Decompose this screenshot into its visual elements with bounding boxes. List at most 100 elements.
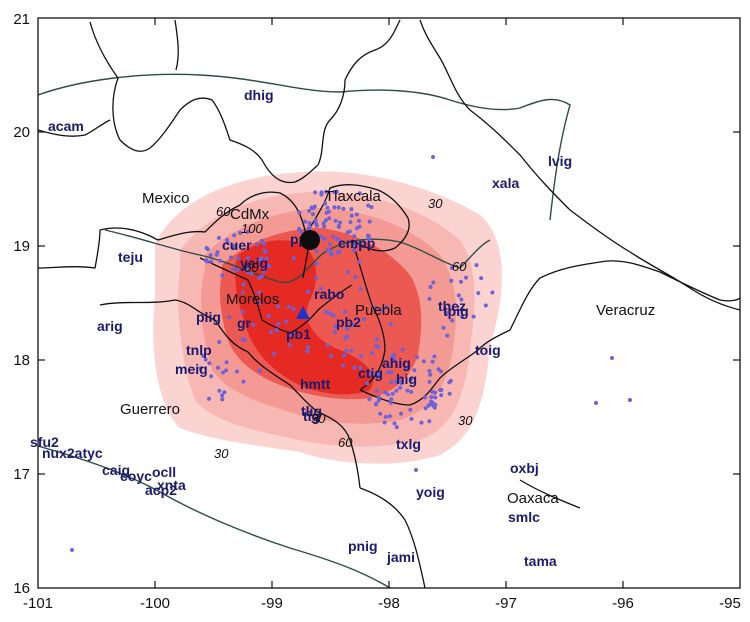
station-dot — [354, 226, 359, 231]
station-dot — [429, 395, 434, 400]
station-dot — [428, 372, 433, 377]
station-txlg: txlg — [396, 436, 421, 452]
station-dot — [447, 391, 452, 396]
station-dot — [319, 190, 324, 195]
station-dot — [235, 267, 240, 272]
y-tick-labels: 21 20 19 18 17 16 — [13, 11, 30, 597]
station-toig: toig — [475, 342, 501, 358]
station-dot — [476, 291, 481, 296]
x-tick-label: -95 — [719, 595, 741, 612]
station-dot — [307, 221, 312, 226]
y-tick-label: 18 — [13, 352, 30, 369]
station-dot — [345, 270, 350, 275]
station-cmpp: cmpp — [338, 235, 375, 251]
station-dot — [333, 218, 338, 223]
station-dot — [314, 249, 319, 254]
station-dot — [324, 189, 329, 194]
station-dot — [249, 271, 254, 276]
station-dot — [307, 225, 312, 230]
station-dot — [399, 411, 404, 416]
station-dot — [428, 285, 433, 289]
station-dot — [412, 368, 417, 373]
station-dot — [441, 325, 446, 330]
station-dot — [393, 379, 398, 384]
station-dot — [349, 213, 354, 218]
station-dot — [358, 286, 363, 291]
station-dot — [384, 305, 389, 310]
contour-label: 60 — [338, 435, 353, 450]
station-dot — [306, 289, 311, 294]
station-dot — [201, 353, 206, 358]
station-dot — [357, 191, 362, 196]
station-dot — [324, 210, 329, 215]
region-label-tlaxcala: Tlaxcala — [325, 188, 382, 205]
station-sfu2: sfu2 — [30, 434, 59, 450]
station-dot — [430, 389, 435, 394]
station-pnig: pnig — [348, 538, 378, 554]
station-dot — [240, 290, 245, 295]
station-dot — [267, 263, 272, 268]
station-dot — [427, 419, 432, 424]
x-tick-label: -100 — [140, 595, 170, 612]
station-dot — [433, 395, 438, 400]
station-dot — [431, 155, 435, 159]
station-tig: tig — [303, 408, 320, 424]
x-tick-labels: -101 -100 -99 -98 -97 -96 -95 — [23, 595, 741, 612]
contour-labels: 100 60 30 60 60 30 60 30 30 — [214, 196, 473, 461]
station-gr: gr — [237, 315, 252, 331]
station-dot — [390, 391, 395, 396]
station-dot — [450, 318, 455, 323]
station-acam: acam — [48, 118, 84, 134]
station-dot — [438, 388, 443, 392]
x-tick-label: -96 — [612, 595, 634, 612]
station-coyc: coyc — [120, 468, 152, 484]
station-dot — [269, 330, 274, 335]
station-yaig: yaig — [240, 255, 268, 271]
station-dot — [313, 218, 318, 223]
station-dot — [291, 256, 296, 261]
station-smlc: smlc — [508, 509, 540, 525]
station-dot — [221, 370, 225, 375]
station-dot — [342, 353, 346, 358]
station-dot — [303, 219, 308, 224]
station-dot — [490, 290, 495, 295]
x-tick-label: -101 — [23, 595, 53, 612]
station-dot — [331, 313, 336, 318]
station-dot — [220, 393, 225, 398]
station-dot — [449, 278, 454, 283]
station-dot — [313, 221, 318, 226]
station-dot — [336, 205, 341, 210]
station-dot — [421, 359, 426, 364]
station-dot — [332, 190, 337, 194]
station-dot — [414, 468, 418, 472]
station-dot — [297, 210, 302, 215]
station-dot — [262, 269, 267, 274]
coastline — [38, 445, 391, 588]
station-dot — [431, 280, 436, 285]
station-dot — [358, 365, 363, 370]
station-dot — [348, 220, 353, 225]
station-dot — [224, 368, 229, 373]
station-yoig: yoig — [416, 484, 445, 500]
station-dot — [436, 367, 441, 372]
station-tama: tama — [524, 553, 557, 569]
station-dot — [383, 414, 388, 419]
contour-label: 30 — [214, 446, 229, 461]
station-dot — [375, 388, 380, 393]
station-dot — [291, 306, 296, 311]
y-tick-label: 16 — [13, 580, 30, 597]
contour-label: 60 — [244, 260, 259, 275]
station-dot — [323, 201, 327, 206]
station-dot — [459, 314, 464, 319]
station-ctig: ctig — [358, 365, 383, 381]
station-dot — [409, 376, 414, 381]
station-labels: acam dhig lvig xala teju cuer yaig rabo … — [30, 87, 572, 569]
station-dot — [218, 258, 222, 263]
station-xnta: xnta — [157, 477, 186, 493]
station-oxbj: oxbj — [510, 460, 539, 476]
station-dot — [353, 243, 357, 248]
station-cuer: cuer — [222, 237, 252, 253]
station-dot — [314, 261, 319, 266]
station-xala: xala — [492, 175, 519, 191]
station-nux2atyc: nux2atyc — [42, 445, 103, 461]
